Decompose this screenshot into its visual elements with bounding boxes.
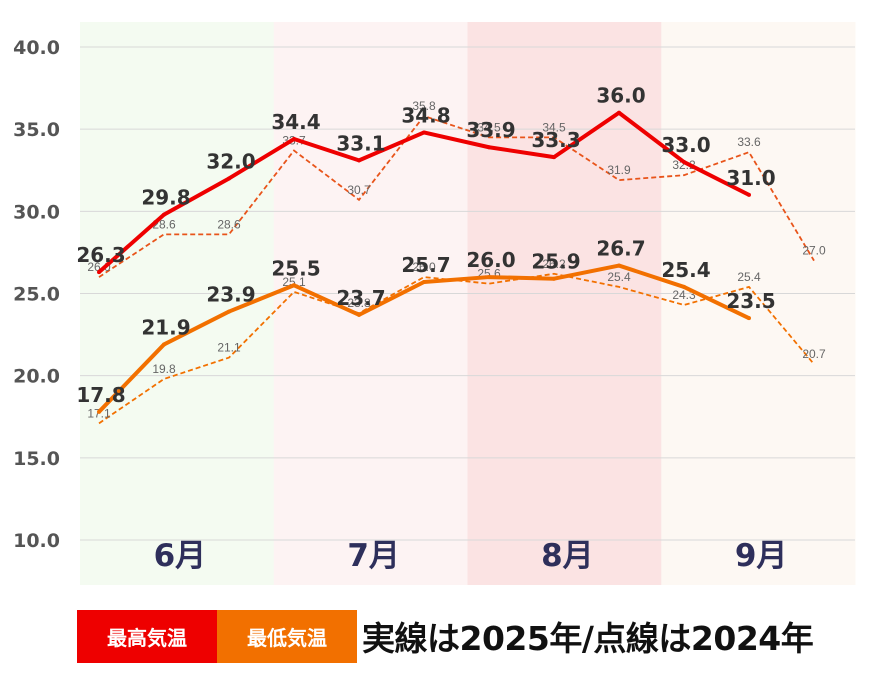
data-label-high_2025: 32.0 — [206, 149, 255, 173]
data-point-low_2025 — [422, 279, 426, 284]
data-label-high_2024: 33.6 — [737, 135, 761, 149]
data-point-low_2025 — [617, 263, 621, 268]
y-tick-label: 10.0 — [13, 530, 60, 552]
data-point-high_2025 — [97, 270, 101, 275]
data-label-high_2025: 34.4 — [271, 110, 320, 134]
data-point-low_2025 — [552, 276, 556, 281]
month-band — [80, 22, 275, 585]
series-line-high_2024 — [98, 114, 815, 278]
month-label: 8月 — [541, 538, 594, 574]
data-label-high_2024: 28.6 — [217, 217, 241, 231]
data-label-low_2025: 23.7 — [336, 286, 385, 310]
data-label-high_2024: 27.0 — [802, 244, 826, 258]
data-point-low_2025 — [162, 342, 166, 347]
month-label: 6月 — [154, 538, 207, 574]
y-tick-label: 25.0 — [13, 284, 60, 306]
data-label-low_2025: 23.9 — [206, 283, 255, 307]
data-point-high_2025 — [552, 155, 556, 160]
data-label-high_2024: 34.5 — [542, 120, 566, 134]
data-label-low_2024: 19.8 — [152, 362, 176, 376]
data-label-high_2024: 32.2 — [672, 158, 696, 172]
legend: 最高気温 最低気温 — [77, 610, 357, 663]
data-label-high_2025: 33.0 — [661, 133, 710, 157]
data-label-high_2025: 33.1 — [336, 131, 385, 155]
month-band — [273, 22, 468, 585]
data-label-low_2024: 26.2 — [542, 257, 566, 271]
data-label-high_2025: 26.3 — [76, 243, 125, 267]
data-label-high_2025: 34.8 — [401, 103, 450, 127]
data-label-low_2024: 25.1 — [282, 275, 306, 289]
data-label-low_2024: 21.1 — [217, 341, 241, 355]
data-label-high_2025: 33.9 — [466, 118, 515, 142]
month-band — [467, 22, 662, 585]
data-label-low_2024: 25.4 — [737, 270, 761, 284]
y-tick-label: 20.0 — [13, 366, 60, 388]
data-point-high_2025 — [617, 110, 621, 115]
data-point-low_2025 — [747, 316, 751, 321]
y-tick-label: 40.0 — [13, 37, 60, 59]
month-label: 9月 — [735, 538, 788, 574]
data-label-high_2025: 31.0 — [726, 166, 775, 190]
data-point-low_2025 — [97, 409, 101, 414]
data-label-high_2025: 36.0 — [596, 84, 645, 108]
data-label-high_2024: 35.8 — [412, 99, 436, 113]
data-label-low_2025: 25.5 — [271, 256, 320, 280]
data-label-low_2024: 25.4 — [607, 270, 631, 284]
legend-line-style-note: 実線は2025年/点線は2024年 — [362, 619, 814, 658]
data-point-high_2025 — [747, 192, 751, 197]
data-point-high_2025 — [162, 212, 166, 217]
y-tick-label: 35.0 — [13, 119, 60, 141]
legend-low-temperature: 最低気温 — [217, 610, 357, 663]
y-tick-label: 15.0 — [13, 448, 60, 470]
data-label-low_2025: 17.8 — [76, 383, 125, 407]
temperature-line-chart: 10.0 15.0 20.0 25.0 30.0 35.0 40.0 6月 7月 8月 9月 26.0… — [13, 22, 856, 585]
data-label-high_2024: 26.0 — [87, 260, 111, 274]
data-point-high_2025 — [227, 176, 231, 181]
month-label: 7月 — [347, 538, 400, 574]
data-point-high_2025 — [357, 158, 361, 163]
data-label-high_2024: 34.5 — [477, 120, 501, 134]
data-label-high_2024: 31.9 — [607, 163, 631, 177]
y-tick-label: 30.0 — [13, 201, 60, 223]
data-point-high_2025 — [292, 137, 296, 142]
data-label-high_2025: 33.3 — [531, 128, 580, 152]
data-point-low_2025 — [292, 283, 296, 288]
data-label-low_2024: 26.0 — [412, 260, 436, 274]
data-label-low_2025: 25.7 — [401, 253, 450, 277]
data-label-high_2024: 30.7 — [347, 183, 371, 197]
data-point-low_2025 — [227, 309, 231, 314]
data-point-high_2025 — [682, 160, 686, 165]
data-point-low_2025 — [487, 275, 491, 280]
data-label-high_2025: 29.8 — [141, 186, 190, 210]
data-point-high_2025 — [487, 145, 491, 150]
series-line-low_2024 — [98, 272, 815, 425]
legend-high-temperature: 最高気温 — [77, 610, 217, 663]
data-label-low_2025: 23.5 — [726, 289, 775, 313]
data-point-high_2025 — [422, 130, 426, 135]
data-point-low_2025 — [357, 312, 361, 317]
data-label-low_2025: 21.9 — [141, 315, 190, 339]
data-label-low_2025: 25.9 — [531, 250, 580, 274]
month-band — [661, 22, 856, 585]
data-point-low_2025 — [682, 284, 686, 289]
data-label-low_2024: 20.7 — [802, 347, 826, 361]
data-label-low_2025: 26.0 — [466, 248, 515, 272]
data-label-low_2025: 26.7 — [596, 237, 645, 261]
data-label-low_2025: 25.4 — [661, 258, 710, 282]
data-label-low_2024: 23.8 — [347, 296, 371, 310]
